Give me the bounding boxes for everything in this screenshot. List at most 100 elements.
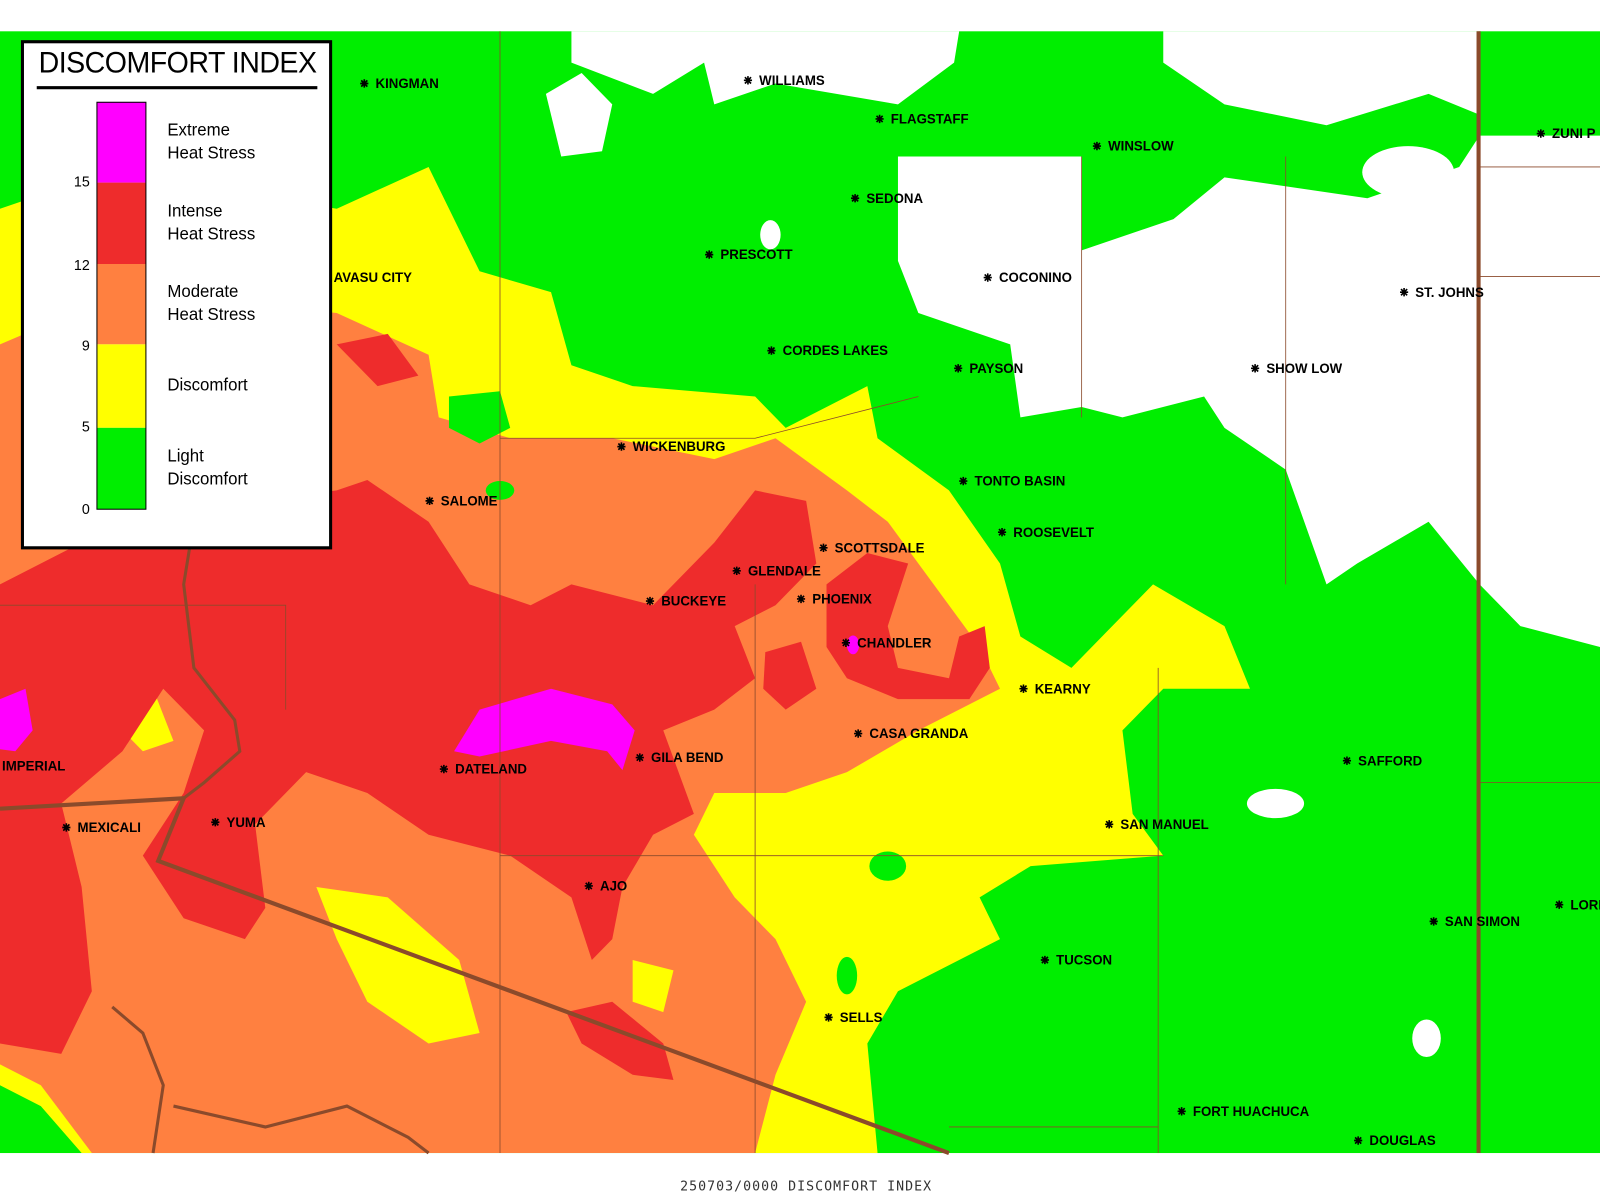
legend-label: Moderate: [167, 282, 238, 301]
extreme-heat-area: [846, 635, 860, 655]
city-marker: [796, 594, 806, 604]
discomfort-area: [316, 886, 480, 1044]
legend-label: Heat Stress: [167, 224, 255, 243]
city-label: KINGMAN: [376, 76, 439, 91]
light-discomfort-area: [869, 851, 907, 881]
city-marker: [1251, 364, 1260, 373]
coastline: [111, 1005, 430, 1155]
city-label: CORDES LAKES: [783, 343, 888, 358]
city-marker: [645, 596, 655, 606]
legend-tick-label: 15: [74, 174, 90, 190]
city-marker: [854, 729, 863, 738]
city-marker: [1342, 756, 1352, 765]
city-marker: [1092, 141, 1102, 151]
city-label: LORD: [1570, 897, 1600, 912]
cities: KINGMAN WILLIAMS FLAGSTAFF WINSLOW ZUNI P SED…: [2, 73, 1600, 1148]
city-label: AVASU CITY: [334, 270, 412, 285]
city-marker: [211, 818, 220, 827]
extreme-heat-area: [0, 688, 33, 752]
city-label: PHOENIX: [812, 591, 872, 606]
city-label: CASA GRANDA: [869, 726, 968, 741]
city-label: COCONINO: [999, 270, 1072, 285]
light-discomfort-areas: [448, 391, 907, 995]
city-marker: [635, 753, 644, 762]
legend-label: Discomfort: [167, 375, 248, 394]
city-label: TONTO BASIN: [974, 474, 1065, 489]
city-marker: [1555, 900, 1564, 909]
city-marker: [1400, 288, 1409, 297]
light-discomfort-area: [448, 391, 511, 444]
legend-tick-label: 5: [82, 420, 90, 436]
city-marker: [1040, 955, 1049, 965]
city-label: IMPERIAL: [2, 758, 65, 773]
city-label: PAYSON: [969, 361, 1023, 376]
city-label: KEARNY: [1035, 681, 1091, 696]
city-marker: [767, 346, 776, 355]
city-marker: [732, 566, 741, 575]
no-index-areas: [545, 31, 1600, 1058]
city-marker: [62, 823, 71, 832]
city-marker: [959, 476, 968, 486]
city-marker: [875, 114, 884, 124]
intense-heat-area: [336, 333, 419, 387]
international-border: [0, 795, 950, 1156]
city-label: GILA BEND: [651, 750, 724, 765]
city-label: SAN MANUEL: [1120, 817, 1208, 832]
no-index-area: [571, 31, 960, 105]
legend-bar-outline: [96, 101, 147, 510]
city-label: MEXICALI: [78, 820, 141, 835]
city-label: ST. JOHNS: [1415, 285, 1484, 300]
city-marker: [983, 273, 992, 282]
no-index-area: [1163, 31, 1480, 126]
city-label: AJO: [600, 878, 627, 893]
footer-caption: 250703/0000 DISCOMFORT INDEX: [680, 1179, 932, 1194]
no-index-area: [760, 220, 781, 250]
legend-swatch: [96, 102, 146, 183]
no-index-area: [1412, 1019, 1441, 1058]
city-marker: [360, 79, 369, 88]
city-marker: [1536, 129, 1545, 138]
legend-swatch: [96, 427, 146, 510]
city-marker: [1105, 820, 1114, 829]
legend-title: DISCOMFORT INDEX: [39, 47, 317, 79]
legend-items: Extreme Heat Stress Intense Heat Stress Mode…: [74, 101, 255, 518]
legend-tick-label: 0: [82, 502, 90, 518]
city-label: GLENDALE: [748, 563, 821, 578]
city-marker: [997, 528, 1007, 537]
city-label: SHOW LOW: [1266, 361, 1342, 376]
legend-tick-label: 12: [74, 258, 90, 274]
legend-swatch: [96, 264, 146, 345]
city-label: SEDONA: [866, 191, 923, 206]
city-label: FLAGSTAFF: [891, 111, 969, 126]
legend: DISCOMFORT INDEX Extreme Heat Stress Inten…: [20, 40, 333, 550]
intense-heat-area: [0, 480, 817, 1054]
city-marker: [425, 496, 434, 506]
city-label: SAFFORD: [1358, 753, 1422, 768]
city-label: DATELAND: [455, 762, 527, 777]
city-label: SELLS: [840, 1010, 883, 1025]
city-marker: [954, 364, 963, 373]
no-index-area: [1362, 146, 1455, 199]
city-marker: [584, 881, 593, 891]
city-marker: [1177, 1107, 1186, 1116]
boundaries: [0, 31, 1600, 1156]
no-index-area: [1246, 788, 1305, 819]
city-marker: [439, 764, 448, 774]
legend-label: Intense: [167, 201, 222, 220]
legend-swatch: [96, 182, 146, 264]
city-label: ROOSEVELT: [1013, 525, 1095, 540]
city-label: ZUNI P: [1552, 126, 1596, 141]
city-label: BUCKEYE: [661, 594, 726, 609]
city-label: SAN SIMON: [1445, 914, 1520, 929]
legend-box: [20, 40, 333, 550]
city-marker: [1429, 917, 1438, 926]
river-line: [182, 490, 242, 800]
city-marker: [819, 543, 828, 552]
city-marker: [824, 1013, 833, 1022]
city-label: PRESCOTT: [720, 247, 793, 262]
city-label: YUMA: [227, 815, 266, 830]
intense-heat-area: [826, 553, 990, 700]
city-label: WINSLOW: [1108, 139, 1174, 154]
